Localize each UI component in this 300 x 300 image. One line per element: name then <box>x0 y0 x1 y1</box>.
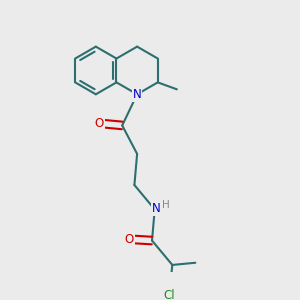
Text: H: H <box>163 200 170 210</box>
Text: N: N <box>152 202 161 215</box>
Text: O: O <box>94 117 104 130</box>
Text: Cl: Cl <box>164 289 176 300</box>
Text: N: N <box>133 88 142 101</box>
Text: O: O <box>124 233 134 246</box>
